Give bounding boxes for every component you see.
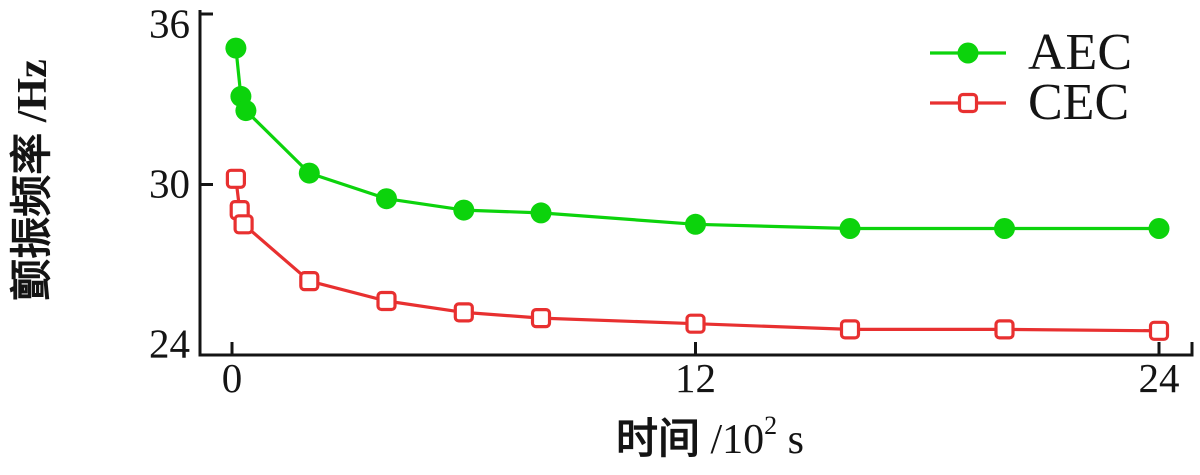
- legend-item-cec: CEC: [928, 74, 1132, 131]
- aec-line-marker-icon: [930, 42, 1006, 64]
- x-axis-label-unit-suffix: s: [777, 417, 805, 463]
- x-axis-label: 时间 /102 s: [460, 406, 960, 464]
- x-axis-label-cn: 时间: [615, 417, 700, 463]
- y-tick-label: 30: [149, 160, 190, 207]
- legend-item-aec: AEC: [928, 24, 1132, 81]
- x-tick-label: 12: [675, 355, 716, 401]
- legend-label-cec: CEC: [1028, 74, 1130, 131]
- x-tick-label: 24: [1138, 355, 1180, 401]
- x-axis-label-unit: /10: [699, 417, 765, 463]
- y-axis-label: 颤振频率 /Hz: [10, 59, 56, 301]
- y-tick-label: 36: [149, 0, 190, 47]
- y-tick-label: 24: [149, 320, 190, 367]
- legend-label-aec: AEC: [1028, 24, 1132, 81]
- legend: AEC CEC: [928, 24, 1132, 131]
- x-axis-label-exponent: 2: [764, 411, 778, 440]
- x-tick-label: 0: [221, 355, 243, 401]
- cec-line-marker-icon: [930, 92, 1006, 114]
